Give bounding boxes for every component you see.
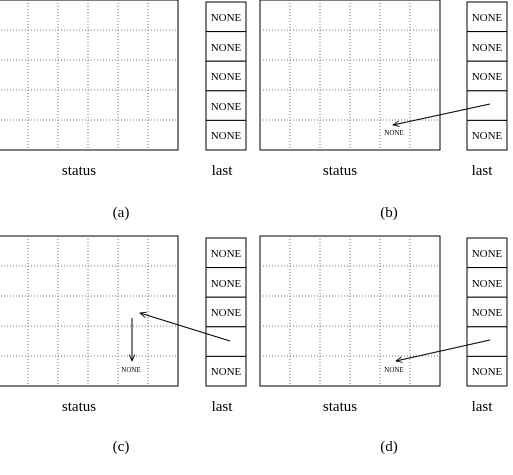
last-label: last xyxy=(212,163,234,179)
last-cell-3: NONE xyxy=(472,307,503,319)
panel-c: NONE NONE NONE NONE NONE status last (c) xyxy=(0,235,247,455)
last-cell-3: NONE xyxy=(211,71,242,83)
last-cell-3: NONE xyxy=(472,71,503,83)
grid-cell-text: NONE xyxy=(384,366,403,374)
last-cell-3: NONE xyxy=(211,307,242,319)
last-cell-4: NONE xyxy=(211,101,242,113)
last-cell-2: NONE xyxy=(211,278,242,290)
grid-cell-text: NONE xyxy=(121,366,140,374)
status-label: status xyxy=(62,163,96,179)
pointer-arrow xyxy=(393,103,491,125)
panel-b: NONE NONE NONE NONE NONE status last (b) xyxy=(259,0,508,221)
status-label: status xyxy=(62,399,96,415)
last-cell-2: NONE xyxy=(472,42,503,54)
pointer-arrow xyxy=(396,339,491,361)
last-cell-1: NONE xyxy=(211,248,242,260)
panel-d: NONE NONE NONE NONE NONE status last (d) xyxy=(259,235,508,455)
panel-caption: (a) xyxy=(113,205,130,221)
last-cell-1: NONE xyxy=(472,248,503,260)
last-column: NONE NONE NONE NONE xyxy=(205,237,247,387)
status-grid xyxy=(259,235,441,387)
last-column: NONE NONE NONE NONE NONE xyxy=(205,1,247,151)
panel-caption: (b) xyxy=(380,205,398,221)
last-cell-1: NONE xyxy=(211,12,242,24)
last-cell-2: NONE xyxy=(472,278,503,290)
status-label: status xyxy=(323,163,357,179)
status-grid xyxy=(0,235,179,387)
last-cell-5: NONE xyxy=(211,130,242,142)
status-grid xyxy=(0,0,179,151)
status-grid xyxy=(259,0,441,151)
last-label: last xyxy=(472,163,494,179)
panel-caption: (c) xyxy=(113,439,130,455)
last-cell-5: NONE xyxy=(211,366,242,378)
last-column: NONE NONE NONE NONE xyxy=(466,1,508,151)
last-label: last xyxy=(472,399,494,415)
grid-cell-text: NONE xyxy=(384,129,403,137)
status-label: status xyxy=(323,399,357,415)
last-cell-5: NONE xyxy=(472,366,503,378)
last-cell-2: NONE xyxy=(211,42,242,54)
last-cell-5: NONE xyxy=(472,130,503,142)
last-cell-1: NONE xyxy=(472,12,503,24)
panel-caption: (d) xyxy=(380,439,398,455)
panel-a: NONE NONE NONE NONE NONE status last (a) xyxy=(0,0,247,221)
last-label: last xyxy=(212,399,234,415)
pointer-arrow xyxy=(140,313,231,342)
last-column: NONE NONE NONE NONE xyxy=(466,237,508,387)
